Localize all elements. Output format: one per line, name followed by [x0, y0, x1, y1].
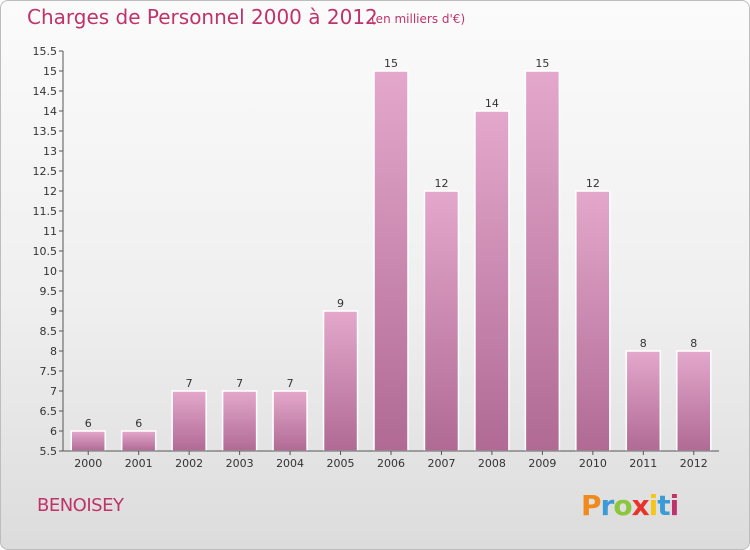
y-tick-label-8: 8: [50, 345, 57, 358]
chart-title: Charges de Personnel 2000 à 2012: [27, 5, 378, 29]
bar-2001: [120, 430, 157, 452]
y-tick-label-7: 7: [50, 385, 57, 398]
bar-2007: [423, 190, 460, 452]
bar-2000: [70, 430, 106, 452]
x-tick-label-2003: 2003: [226, 457, 254, 470]
value-label-2002: 7: [186, 377, 193, 390]
y-tick-label-10.5: 10.5: [33, 245, 58, 258]
value-label-2001: 6: [135, 417, 142, 430]
bar-2002: [171, 390, 207, 452]
logo-letter: o: [613, 489, 632, 522]
x-tick-label-2010: 2010: [579, 457, 607, 470]
logo-letter: r: [600, 489, 615, 522]
logo-letter: i: [669, 489, 680, 522]
y-tick-label-8.5: 8.5: [40, 325, 58, 338]
value-label-2007: 12: [434, 177, 448, 190]
y-tick-label-12: 12: [43, 185, 57, 198]
y-tick-label-13: 13: [43, 145, 57, 158]
y-tick-label-9: 9: [50, 305, 57, 318]
logo-letter: x: [631, 489, 650, 522]
logo-letter: P: [581, 489, 602, 522]
y-tick-label-7.5: 7.5: [40, 365, 58, 378]
y-tick-label-11.5: 11.5: [33, 205, 58, 218]
axes-group: 2000 2001 2002 2003 2004 2005 2006 2007 2008 2009…: [33, 45, 719, 470]
value-label-2003: 7: [236, 377, 243, 390]
bar-2004: [272, 390, 308, 452]
x-tick-label-2008: 2008: [478, 457, 506, 470]
value-label-2006: 15: [384, 57, 398, 70]
proxiti-logo[interactable]: Proxiti: [581, 489, 680, 522]
y-tick-label-15.5: 15.5: [33, 45, 58, 58]
y-tick-label-15: 15: [43, 65, 57, 78]
bars-group: 6 6 7 7 7 9 15 12 14 15 12 8 8: [70, 57, 712, 452]
value-label-2000: 6: [85, 417, 92, 430]
y-tick-label-14: 14: [43, 105, 57, 118]
y-tick-label-5.5: 5.5: [40, 445, 58, 458]
y-tick-label-12.5: 12.5: [33, 165, 58, 178]
bar-2011: [625, 350, 662, 452]
x-tick-label-2009: 2009: [528, 457, 556, 470]
y-tick-label-6.5: 6.5: [40, 405, 58, 418]
x-tick-label-2002: 2002: [175, 457, 203, 470]
value-label-2008: 14: [485, 97, 499, 110]
value-label-2010: 12: [586, 177, 600, 190]
value-label-2012: 8: [690, 337, 697, 350]
y-tick-label-10: 10: [43, 265, 57, 278]
y-tick-label-14.5: 14.5: [33, 85, 58, 98]
value-label-2005: 9: [337, 297, 344, 310]
x-tick-label-2004: 2004: [276, 457, 304, 470]
x-tick-label-2005: 2005: [327, 457, 355, 470]
chart-unit-note: (en milliers d'€): [371, 12, 466, 26]
value-label-2009: 15: [535, 57, 549, 70]
y-tick-label-9.5: 9.5: [40, 285, 58, 298]
x-tick-label-2011: 2011: [629, 457, 657, 470]
x-tick-label-2006: 2006: [377, 457, 405, 470]
value-label-2011: 8: [640, 337, 647, 350]
bar-2006: [373, 70, 409, 452]
bar-2010: [575, 190, 611, 452]
y-tick-label-6: 6: [50, 425, 57, 438]
bar-2008: [474, 110, 510, 452]
commune-name: BENOISEY: [37, 495, 124, 516]
y-tick-label-11: 11: [43, 225, 57, 238]
value-label-2004: 7: [287, 377, 294, 390]
bar-2003: [221, 390, 258, 452]
bar-2012: [676, 350, 712, 452]
x-tick-label-2000: 2000: [74, 457, 102, 470]
logo-letter: i: [648, 489, 659, 522]
bar-2009: [524, 70, 561, 452]
x-tick-label-2001: 2001: [125, 457, 153, 470]
x-tick-label-2012: 2012: [680, 457, 708, 470]
bar-2005: [322, 310, 359, 452]
y-tick-label-13.5: 13.5: [33, 125, 58, 138]
x-tick-label-2007: 2007: [427, 457, 455, 470]
logo-letter: t: [657, 489, 670, 522]
